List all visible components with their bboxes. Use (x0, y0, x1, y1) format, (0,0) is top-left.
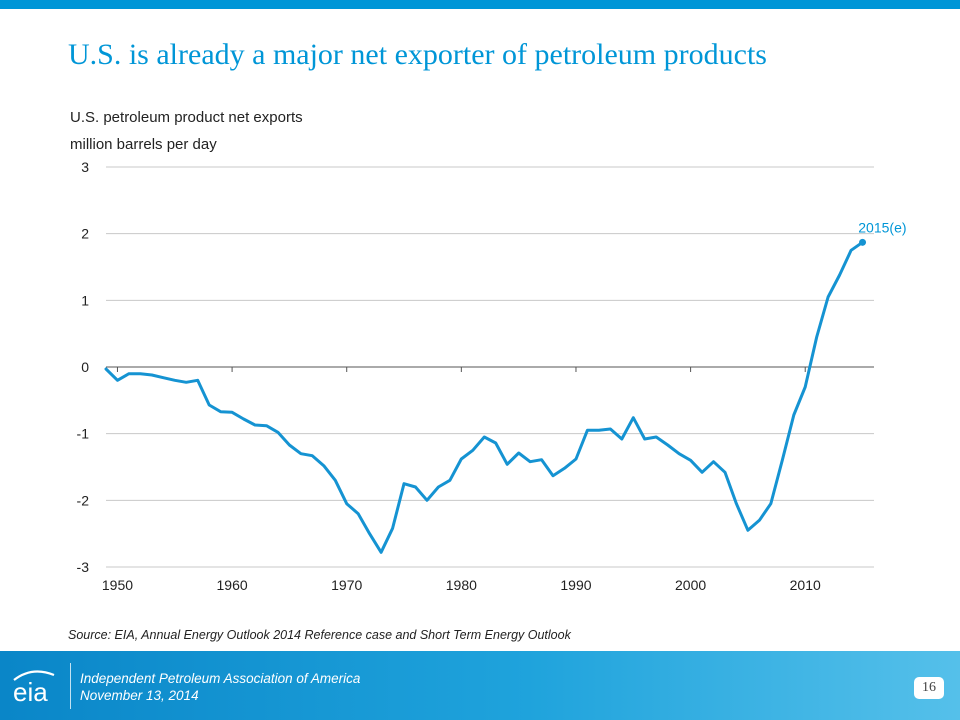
x-tick-label: 1970 (331, 577, 362, 593)
eia-logo: eia (10, 668, 62, 707)
x-tick-label: 1950 (102, 577, 133, 593)
chart-subtitle: U.S. petroleum product net exports milli… (70, 104, 303, 158)
y-tick-label: 3 (81, 159, 89, 175)
x-tick-label: 1990 (560, 577, 591, 593)
footer-text: Independent Petroleum Association of Ame… (80, 670, 360, 704)
page-number-badge: 16 (914, 677, 944, 699)
top-accent-bar (0, 0, 960, 9)
y-tick-label: 2 (81, 226, 89, 242)
x-tick-label: 1980 (446, 577, 477, 593)
chart-subtitle-line2: million barrels per day (70, 136, 217, 153)
y-tick-label: 0 (81, 359, 89, 375)
slide-title: U.S. is already a major net exporter of … (68, 38, 767, 71)
y-tick-label: -1 (77, 426, 90, 442)
footer-bar: eia Independent Petroleum Association of… (0, 651, 960, 720)
footer-date: November 13, 2014 (80, 688, 199, 703)
x-tick-label: 1960 (217, 577, 248, 593)
x-tick-label: 2000 (675, 577, 706, 593)
chart-subtitle-line1: U.S. petroleum product net exports (70, 109, 303, 126)
endpoint-marker (859, 238, 867, 246)
y-tick-label: 1 (81, 292, 89, 308)
estimate-annotation: 2015(e) (858, 219, 906, 235)
x-tick-label: 2010 (790, 577, 821, 593)
source-note: Source: EIA, Annual Energy Outlook 2014 … (68, 628, 571, 642)
net-exports-chart: 3 2 1 0 -1 -2 -3 1950 1960 1970 1980 1990 2000 2010 20… (77, 159, 907, 593)
y-tick-label: -3 (77, 559, 90, 575)
series-line (104, 240, 864, 554)
eia-logo-text: eia (13, 677, 48, 706)
y-tick-label: -2 (77, 492, 90, 508)
footer-organization: Independent Petroleum Association of Ame… (80, 671, 361, 686)
footer-divider (70, 663, 71, 709)
